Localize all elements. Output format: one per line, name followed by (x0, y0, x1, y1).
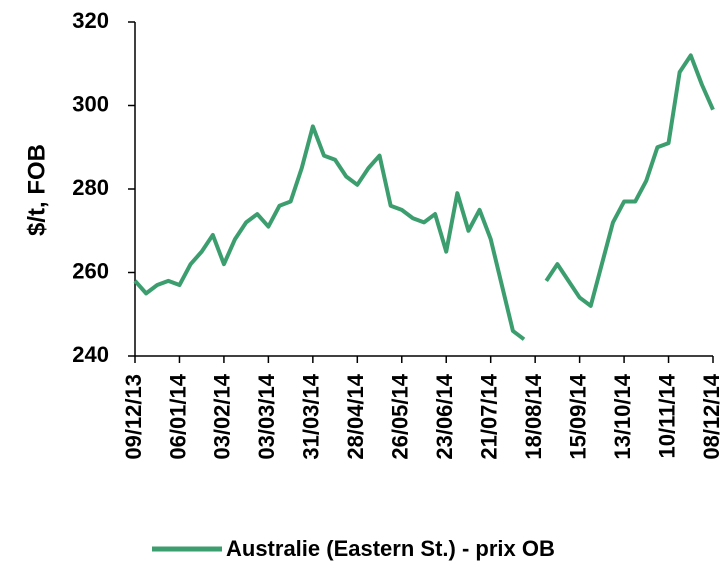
y-tick-label: 300 (72, 91, 109, 116)
x-tick-label: 28/04/14 (343, 373, 368, 459)
y-axis-label: $/t, FOB (23, 144, 50, 236)
y-tick-label: 260 (72, 258, 109, 283)
x-tick-label: 15/09/14 (565, 373, 590, 459)
x-tick-label: 09/12/13 (121, 374, 146, 460)
x-tick-label: 21/07/14 (477, 373, 502, 459)
x-tick-label: 13/10/14 (610, 373, 635, 459)
y-tick-label: 320 (72, 8, 109, 33)
x-tick-label: 18/08/14 (521, 373, 546, 459)
x-tick-label: 10/11/14 (654, 373, 679, 458)
x-tick-label: 06/01/14 (165, 373, 190, 459)
x-tick-label: 31/03/14 (299, 373, 324, 459)
x-tick-label: 08/12/14 (699, 373, 724, 459)
x-tick-label: 23/06/14 (432, 373, 457, 459)
x-tick-label: 26/05/14 (388, 373, 413, 459)
y-tick-label: 280 (72, 175, 109, 200)
x-tick-label: 03/03/14 (254, 373, 279, 459)
x-tick-label: 03/02/14 (210, 373, 235, 459)
y-tick-label: 240 (72, 342, 109, 367)
line-series (133, 53, 715, 341)
legend-label: Australie (Eastern St.) - prix OB (226, 536, 555, 561)
